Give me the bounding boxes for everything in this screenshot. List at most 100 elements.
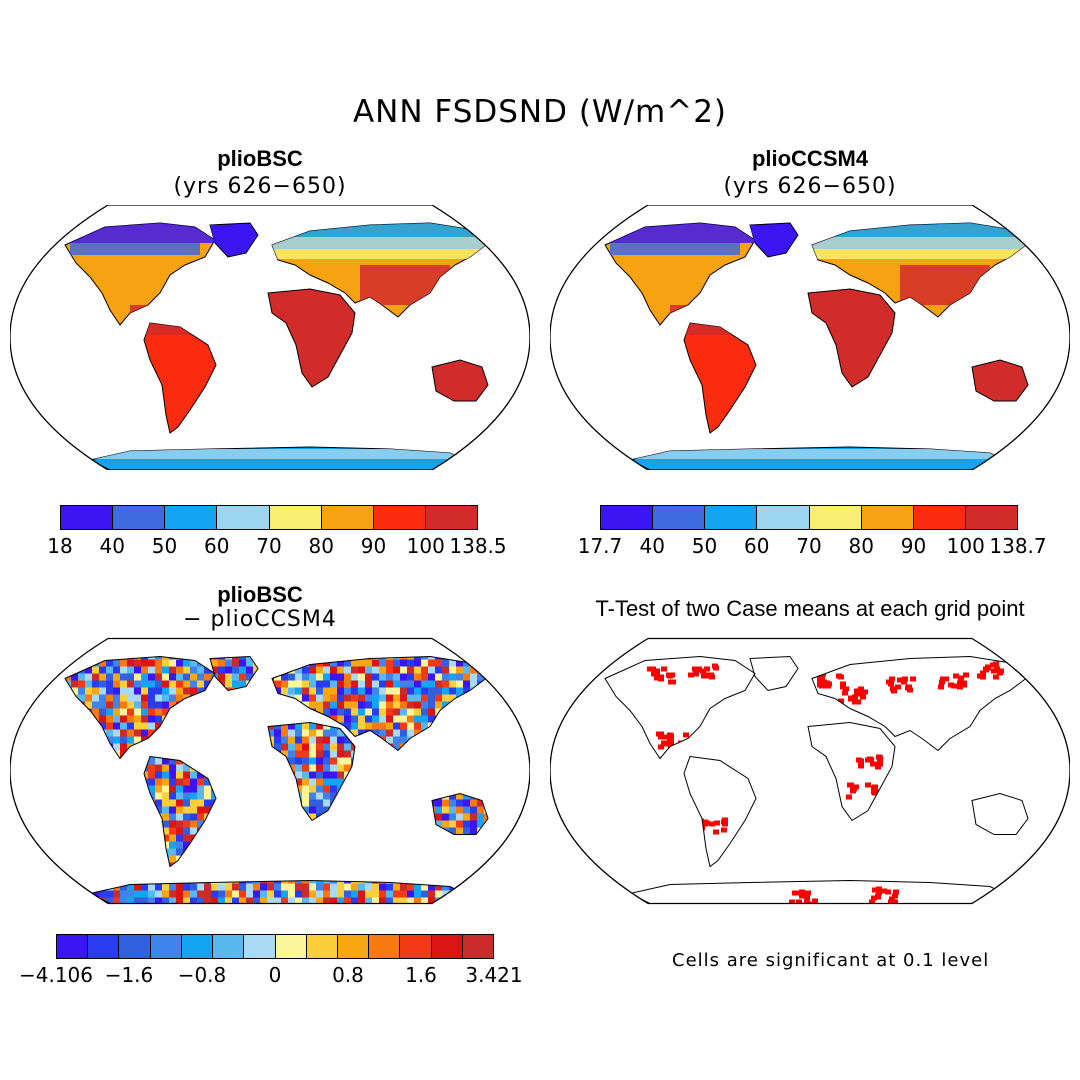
colorbar-plioccsm4-labels: 17.7 40 50 60 70 80 90 100 138.7 xyxy=(578,534,1047,558)
shading-band xyxy=(272,249,486,259)
colorbar-swatch xyxy=(213,935,245,958)
colorbar-tick-label: −1.6 xyxy=(104,963,154,987)
shading-band xyxy=(272,237,486,249)
map-outline xyxy=(550,205,1070,470)
colorbar-tick-label: 90 xyxy=(900,534,927,558)
coastline-southAmerica xyxy=(683,755,757,868)
colorbar-difference xyxy=(56,934,494,959)
coastline-southAmerica xyxy=(143,755,217,868)
colorbar-swatch xyxy=(269,506,322,529)
colorbar-tick-label: 90 xyxy=(360,534,387,558)
map-difference xyxy=(10,637,530,905)
colorbar-swatch xyxy=(431,935,463,958)
colorbar-swatch xyxy=(913,506,966,529)
colorbar-tick-label: 60 xyxy=(744,534,770,558)
colorbar-swatch xyxy=(965,506,1017,529)
colorbar-swatch xyxy=(165,506,218,529)
colorbar-swatch xyxy=(306,935,338,958)
coastline-greenland xyxy=(209,655,259,692)
colorbar-swatch xyxy=(369,935,401,958)
coastline-europeAsia xyxy=(271,655,487,752)
colorbar-swatch xyxy=(809,506,862,529)
colorbar-tick-label: 18 xyxy=(47,534,73,558)
colorbar-swatch xyxy=(57,935,89,958)
colorbar-tick-label: 138.5 xyxy=(449,534,507,558)
continent-southAmerica xyxy=(143,322,217,434)
colorbar-swatch xyxy=(462,935,494,958)
map-outline xyxy=(550,637,1070,905)
colorbar-tick-label: 80 xyxy=(308,534,334,558)
colorbar-swatch xyxy=(321,506,374,529)
coastline-africa xyxy=(807,721,896,822)
colorbar-swatch xyxy=(150,935,182,958)
colorbar-swatch xyxy=(653,506,706,529)
colorbar-swatch xyxy=(337,935,370,958)
colorbar-swatch xyxy=(217,506,270,529)
map-plioccsm4 xyxy=(550,205,1070,470)
colorbar-swatch xyxy=(244,935,276,958)
colorbar-tick-label: 1.6 xyxy=(405,963,437,987)
shading-band xyxy=(90,449,470,459)
colorbar-tick-label: 60 xyxy=(204,534,230,558)
significance-note: Cells are significant at 0.1 level xyxy=(672,950,990,971)
colorbar-swatch xyxy=(119,935,151,958)
map-pliobsc xyxy=(10,205,530,470)
colorbar-swatch xyxy=(400,935,432,958)
colorbar-tick-label: 50 xyxy=(151,534,178,558)
panel3-subtitle: − plioCCSM4 xyxy=(183,607,337,632)
panel4-title: T-Test of two Case means at each grid po… xyxy=(595,596,1025,621)
shading-band xyxy=(812,249,1026,259)
colorbar-swatch xyxy=(757,506,810,529)
colorbar-tick-label: 100 xyxy=(946,534,985,558)
colorbar-tick-label: 40 xyxy=(639,534,665,558)
coastline-antarctica xyxy=(88,879,472,904)
continent-southAmerica xyxy=(683,322,757,434)
coastline-antarctica xyxy=(628,879,1012,904)
colorbar-swatch xyxy=(601,506,654,529)
colorbar-swatch xyxy=(861,506,914,529)
colorbar-swatch xyxy=(88,935,120,958)
colorbar-swatch xyxy=(275,935,307,958)
colorbar-swatch xyxy=(113,506,166,529)
colorbar-tick-label: −0.8 xyxy=(177,963,227,987)
colorbar-tick-label: 50 xyxy=(691,534,718,558)
colorbar-tick-label: 0.8 xyxy=(332,963,364,987)
colorbar-tick-label: 70 xyxy=(256,534,282,558)
colorbar-swatch xyxy=(181,935,214,958)
continent-africa xyxy=(267,288,356,388)
panel2-subtitle: (yrs 626−650) xyxy=(723,174,897,199)
colorbar-tick-label: 17.7 xyxy=(577,534,623,558)
coastline-australia xyxy=(971,792,1029,835)
map-ttest xyxy=(550,637,1070,905)
continent-australia xyxy=(431,359,489,402)
coastline-northAmerica xyxy=(604,655,756,760)
colorbar-swatch xyxy=(425,506,477,529)
colorbar-swatch xyxy=(705,506,758,529)
shading-band xyxy=(630,449,1010,459)
map-outline xyxy=(10,205,530,470)
shading-band xyxy=(70,243,200,255)
continent-australia xyxy=(971,359,1029,402)
significant-cells xyxy=(647,661,1004,904)
panel2-title: plioCCSM4 xyxy=(751,146,869,171)
figure-title: ANN FSDSND (W/m^2) xyxy=(352,94,728,130)
colorbar-tick-label: 3.421 xyxy=(465,963,523,987)
colorbar-pliobsc-labels: 18 40 50 60 70 80 90 100 138.5 xyxy=(47,534,506,558)
colorbar-tick-label: 100 xyxy=(406,534,445,558)
colorbar-tick-label: 0 xyxy=(268,963,282,987)
colorbar-swatch xyxy=(61,506,114,529)
colorbar-tick-label: 80 xyxy=(848,534,874,558)
shading-band xyxy=(610,243,740,255)
colorbar-difference-labels: −4.106 −1.6 −0.8 0 0.8 1.6 3.421 xyxy=(19,963,523,987)
map-outline xyxy=(10,637,530,905)
colorbar-plioccsm4 xyxy=(600,505,1018,530)
coastline-northAmerica xyxy=(64,655,216,760)
colorbar-tick-label: 70 xyxy=(796,534,822,558)
colorbar-tick-label: −4.106 xyxy=(18,963,94,987)
continent-africa xyxy=(807,288,896,388)
panel1-title: plioBSC xyxy=(217,146,303,171)
colorbar-tick-label: 40 xyxy=(99,534,125,558)
coastline-greenland xyxy=(749,655,799,692)
colorbar-pliobsc xyxy=(60,505,478,530)
shading-band xyxy=(812,237,1026,249)
